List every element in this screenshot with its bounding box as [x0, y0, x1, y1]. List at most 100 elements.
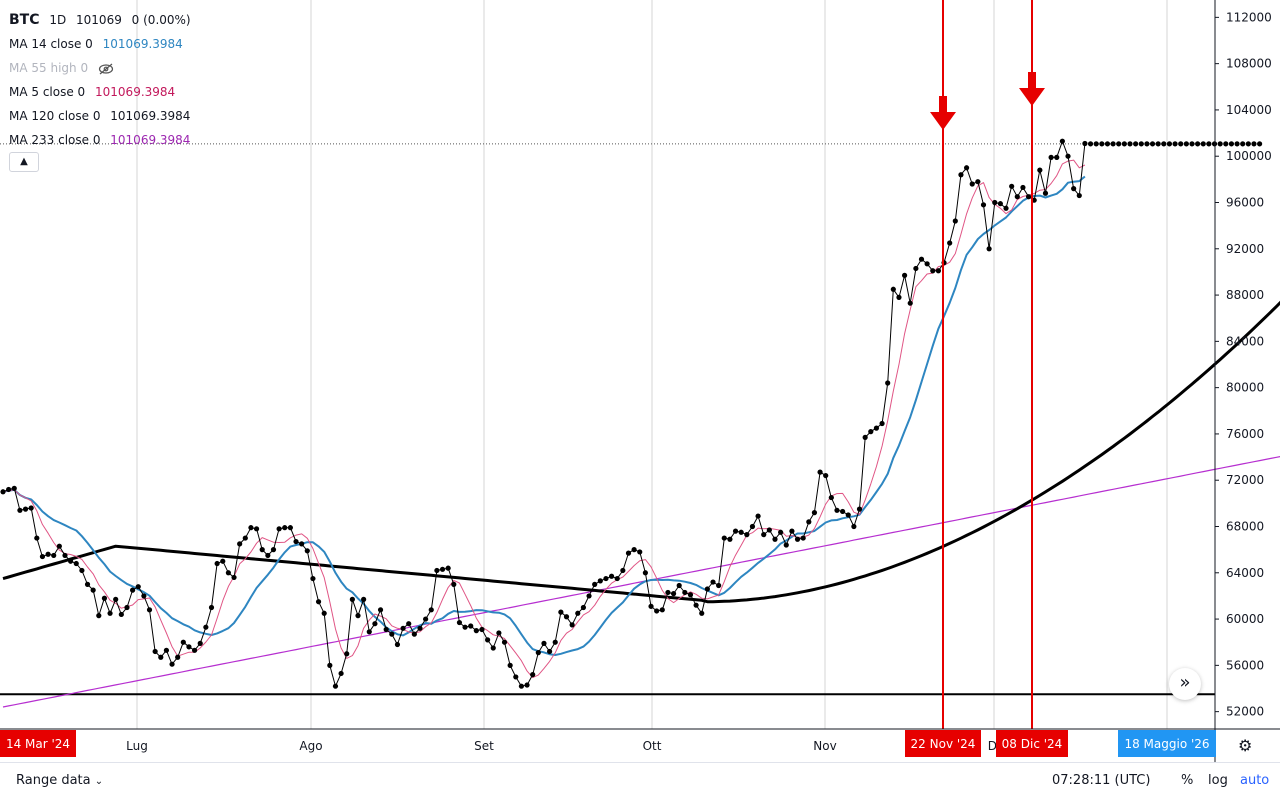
- price-point: [1042, 190, 1049, 196]
- price-point: [558, 609, 564, 615]
- price-point: [293, 538, 299, 545]
- price-point: [197, 640, 203, 646]
- price-point: [411, 631, 417, 637]
- utc-clock[interactable]: 07:28:11 (UTC): [1052, 773, 1151, 788]
- price-point: [0, 489, 6, 495]
- price-chart[interactable]: 52000 56000 60000 64000 68000 72000 76000 80000…: [0, 0, 1280, 762]
- price-point: [840, 508, 846, 515]
- price-point: [918, 256, 925, 262]
- price-point: [423, 616, 429, 622]
- price-point: [530, 672, 536, 678]
- scroll-to-realtime-button[interactable]: »: [1169, 668, 1201, 700]
- price-point: [124, 604, 130, 611]
- price-point: [1059, 138, 1065, 144]
- price-tick-label: 92000: [1226, 242, 1264, 256]
- arrow-down-icon: [1019, 72, 1045, 106]
- price-point: [997, 201, 1003, 207]
- price-point: [778, 529, 784, 535]
- price-point: [253, 526, 260, 532]
- price-point: [817, 469, 823, 475]
- price-point: [1020, 184, 1026, 191]
- time-badge-label: 14 Mar '24: [6, 737, 70, 751]
- series-layer: [0, 138, 1280, 708]
- price-point: [1082, 140, 1088, 147]
- price-point: [783, 542, 789, 548]
- price-point: [614, 575, 620, 582]
- legend-ma120[interactable]: MA 120 close 0 101069.3984: [9, 104, 197, 128]
- collapse-legend-button[interactable]: ▲: [9, 152, 39, 172]
- price-point: [242, 535, 248, 541]
- price-point: [879, 420, 885, 427]
- ma14-line: [2, 175, 1086, 656]
- price-point: [546, 648, 553, 655]
- price-point: [631, 547, 637, 553]
- price-point: [625, 550, 632, 556]
- price-point: [39, 553, 46, 560]
- projection-point: [1127, 141, 1133, 147]
- price-point: [17, 507, 23, 513]
- price-point: [794, 536, 801, 542]
- range-data-button[interactable]: Range data ⌄: [16, 773, 103, 788]
- price-point: [924, 261, 930, 267]
- price-point: [513, 674, 519, 680]
- price-point: [107, 610, 113, 616]
- bottom-toolbar: Range data ⌄ 07:28:11 (UTC) % log auto: [0, 762, 1280, 801]
- price-point: [930, 268, 936, 274]
- projection-point: [1121, 141, 1127, 147]
- projection-point: [1217, 141, 1223, 147]
- price-point: [456, 619, 463, 626]
- price-point: [158, 654, 164, 660]
- price-point: [406, 621, 412, 627]
- price-point: [451, 581, 457, 587]
- price-point: [270, 547, 277, 553]
- price-point: [6, 486, 12, 493]
- price-point: [135, 584, 141, 590]
- price-point: [180, 639, 186, 645]
- symbol-label[interactable]: BTC: [9, 12, 40, 28]
- price-point: [259, 547, 265, 553]
- projection-point: [1093, 141, 1099, 147]
- legend-ma5[interactable]: MA 5 close 0 101069.3984: [9, 80, 197, 104]
- price-point: [963, 165, 970, 171]
- price-point: [473, 628, 479, 634]
- price-point: [885, 380, 891, 386]
- log-scale-button[interactable]: log: [1208, 773, 1228, 788]
- projection-point: [1144, 141, 1150, 147]
- price-point: [214, 560, 220, 567]
- price-point: [485, 637, 491, 643]
- price-point: [800, 535, 806, 541]
- price-point: [355, 613, 361, 619]
- projection-point: [1240, 141, 1246, 147]
- price-point: [276, 526, 282, 532]
- time-badge-label: 18 Maggio '26: [1124, 737, 1209, 751]
- price-point: [851, 523, 857, 530]
- legend-ma233[interactable]: MA 233 close 0 101069.3984: [9, 128, 197, 152]
- gear-icon[interactable]: ⚙: [1238, 736, 1253, 755]
- ma120-label: MA 120 close 0: [9, 109, 101, 123]
- price-point: [310, 575, 316, 582]
- auto-scale-button[interactable]: auto: [1240, 773, 1270, 788]
- projection-point: [1195, 141, 1201, 147]
- price-point: [56, 543, 62, 549]
- percent-scale-button[interactable]: %: [1181, 773, 1194, 788]
- price-point: [394, 641, 401, 648]
- price-axis: 52000 56000 60000 64000 68000 72000 76000 80000…: [1214, 0, 1272, 762]
- price-point: [975, 179, 981, 185]
- price-point: [907, 300, 913, 306]
- price-change: 0 (0.00%): [131, 13, 191, 27]
- price-line: [2, 140, 1086, 687]
- eye-hidden-icon[interactable]: [98, 63, 114, 75]
- price-point: [1014, 194, 1020, 200]
- projection-point: [1223, 141, 1229, 147]
- legend-ma55[interactable]: MA 55 high 0: [9, 56, 197, 80]
- arrow-down-icon: [930, 96, 956, 130]
- price-point: [468, 623, 474, 629]
- price-point: [321, 610, 327, 616]
- price-point: [727, 536, 733, 542]
- price-point: [710, 579, 716, 585]
- price-point: [676, 582, 682, 589]
- price-point: [687, 592, 694, 598]
- price-point: [366, 629, 372, 635]
- interval-label[interactable]: 1D: [49, 13, 67, 27]
- legend-ma14[interactable]: MA 14 close 0 101069.3984: [9, 32, 197, 56]
